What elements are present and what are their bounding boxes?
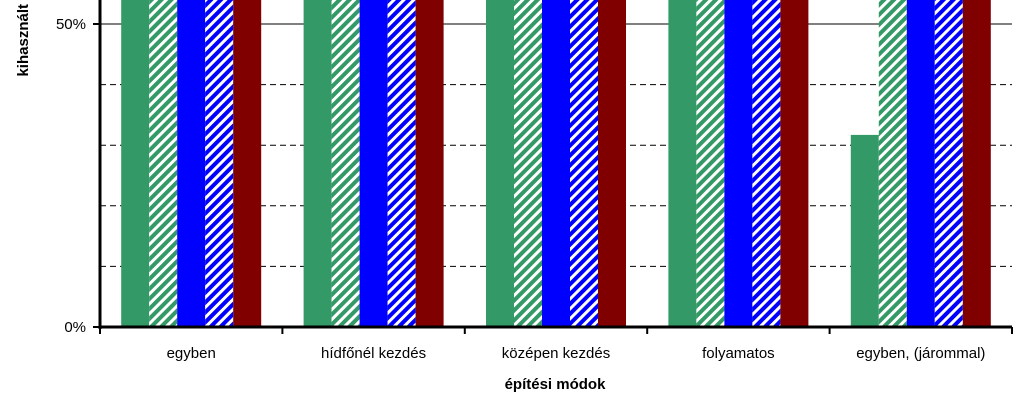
bar (906, 0, 935, 327)
bar (415, 0, 444, 327)
bar (668, 0, 697, 327)
bar (598, 0, 626, 327)
axes: egyben hídfőnél kezdés középen kezdés folya… (56, 0, 1013, 362)
bar (205, 0, 234, 327)
bar (121, 0, 150, 327)
x-tick-label: folyamatos (702, 345, 775, 362)
bar (850, 134, 879, 327)
bar (724, 0, 753, 327)
y-tick-label: 50% (56, 16, 86, 33)
bar (934, 0, 963, 327)
bar (570, 0, 598, 327)
bar (387, 0, 416, 327)
bar (780, 0, 809, 327)
bar (752, 0, 781, 327)
y-tick-label: 0% (64, 319, 86, 336)
y-axis-title: kihasznált (15, 4, 32, 77)
bar (486, 0, 514, 327)
x-tick-label: egyben, (járommal) (856, 345, 985, 362)
bar (177, 0, 206, 327)
bar (331, 0, 360, 327)
bar (878, 0, 907, 327)
bar (233, 0, 262, 327)
x-tick-label: hídfőnél kezdés (321, 345, 426, 362)
bar (359, 0, 388, 327)
x-tick-label: középen kezdés (502, 345, 610, 362)
bar (303, 0, 332, 327)
bar (962, 0, 991, 327)
bar (542, 0, 570, 327)
bars (121, 0, 991, 327)
x-tick-label: egyben (167, 345, 216, 362)
x-axis-title: építési módok (505, 376, 607, 393)
bar (514, 0, 542, 327)
bar (149, 0, 178, 327)
bar (696, 0, 725, 327)
